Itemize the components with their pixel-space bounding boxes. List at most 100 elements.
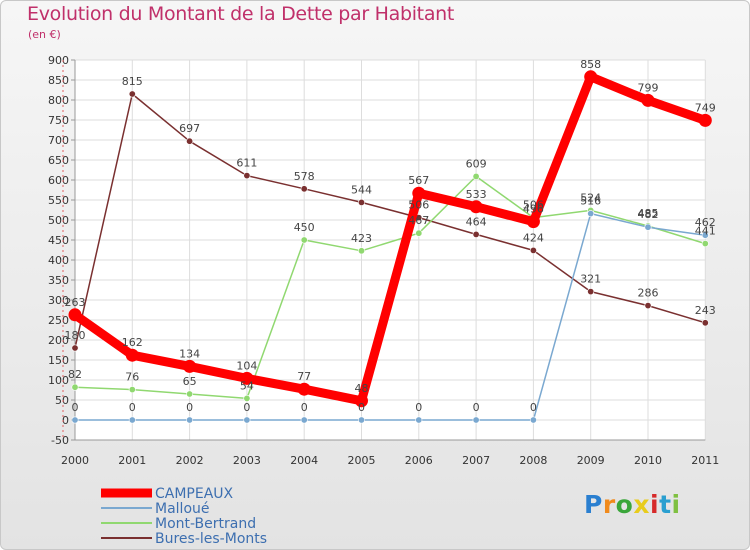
data-label-mallou-: 0 <box>358 401 365 414</box>
series-line-bures-les-monts <box>74 93 707 349</box>
x-tick-label: 2001 <box>118 454 146 467</box>
point-mallou- <box>357 416 365 424</box>
data-label-campeaux: 567 <box>408 174 429 187</box>
data-label-bures-les-monts: 815 <box>122 75 143 88</box>
data-label-campeaux: 799 <box>638 81 659 94</box>
logo-letter: r <box>602 490 616 519</box>
point-campeaux <box>125 348 139 362</box>
data-label-mont-bertrand: 54 <box>240 379 254 392</box>
point-campeaux <box>68 308 82 322</box>
y-tick-label: 650 <box>48 154 69 167</box>
x-tick-label: 2004 <box>290 454 318 467</box>
legend-label: CAMPEAUX <box>155 486 234 502</box>
y-tick-label: 50 <box>55 394 69 407</box>
point-mallou- <box>300 416 308 424</box>
point-mont-bertrand <box>243 394 251 402</box>
y-tick-label: 300 <box>48 294 69 307</box>
point-mallou- <box>128 416 136 424</box>
data-label-campeaux: 104 <box>236 359 257 372</box>
point-campeaux <box>183 359 197 373</box>
data-labels: 180 815 697 611 578 544 506 464 424 321 286 243 82 76… <box>65 58 716 414</box>
point-bures-les-monts <box>357 198 365 206</box>
point-mont-bertrand <box>472 172 480 180</box>
proxiti-logo: Proxiti <box>584 490 681 519</box>
y-tick-label: 700 <box>48 134 69 147</box>
data-label-campeaux: 263 <box>65 296 86 309</box>
x-tick-label: 2000 <box>61 454 89 467</box>
point-campeaux <box>297 382 311 396</box>
data-label-mont-bertrand: 485 <box>638 207 659 220</box>
data-label-mallou-: 0 <box>72 401 79 414</box>
logo-letter: x <box>633 490 650 519</box>
data-label-bures-les-monts: 321 <box>580 273 601 286</box>
data-label-mallou-: 0 <box>186 401 193 414</box>
point-mont-bertrand <box>300 236 308 244</box>
legend-label: Mont-Bertrand <box>155 516 256 532</box>
point-bures-les-monts <box>71 344 79 352</box>
data-label-campeaux: 496 <box>523 203 544 216</box>
x-tick-label: 2006 <box>405 454 433 467</box>
data-label-bures-les-monts: 544 <box>351 183 372 196</box>
y-tick-label: 550 <box>48 194 69 207</box>
data-label-campeaux: 533 <box>466 188 487 201</box>
point-bures-les-monts <box>472 230 480 238</box>
data-label-bures-les-monts: 424 <box>523 231 544 244</box>
data-label-campeaux: 749 <box>695 101 716 114</box>
point-campeaux <box>526 215 540 229</box>
data-label-mont-bertrand: 441 <box>695 225 716 238</box>
y-tick-label: -50 <box>51 434 69 447</box>
data-label-campeaux: 77 <box>297 370 311 383</box>
legend: CAMPEAUXMallouéMont-BertrandBures-les-Mo… <box>101 486 267 547</box>
point-bures-les-monts <box>300 185 308 193</box>
y-tick-label: 350 <box>48 274 69 287</box>
x-tick-label: 2010 <box>634 454 662 467</box>
chart-title: Evolution du Montant de la Dette par Hab… <box>27 3 455 25</box>
point-bures-les-monts <box>186 137 194 145</box>
data-label-mont-bertrand: 65 <box>183 375 197 388</box>
logo-letter: P <box>584 490 603 519</box>
data-label-mallou-: 0 <box>473 401 480 414</box>
data-label-mallou-: 0 <box>129 401 136 414</box>
data-label-mallou-: 462 <box>695 216 716 229</box>
chart-unit: (en €) <box>28 28 61 41</box>
data-label-mont-bertrand: 524 <box>580 191 601 204</box>
point-campeaux <box>355 394 368 408</box>
data-label-campeaux: 134 <box>179 347 200 360</box>
point-mallou- <box>472 416 480 424</box>
data-label-mont-bertrand: 76 <box>125 371 139 384</box>
point-bures-les-monts <box>529 246 537 254</box>
point-mallou- <box>71 416 79 424</box>
series-line-campeaux <box>70 72 710 406</box>
data-label-mont-bertrand: 82 <box>68 368 82 381</box>
data-label-bures-les-monts: 243 <box>695 304 716 317</box>
point-mont-bertrand <box>71 383 79 391</box>
point-mont-bertrand <box>701 240 709 248</box>
y-tick-label: 600 <box>48 174 69 187</box>
point-bures-les-monts <box>243 172 251 180</box>
point-mallou- <box>587 210 595 218</box>
point-mont-bertrand <box>357 247 365 255</box>
logo-letter: o <box>615 490 634 519</box>
x-tick-label: 2009 <box>577 454 605 467</box>
point-bures-les-monts <box>644 302 652 310</box>
data-label-campeaux: 858 <box>580 58 601 71</box>
point-mallou- <box>701 231 709 239</box>
point-mont-bertrand <box>128 386 136 394</box>
x-tick-label: 2007 <box>462 454 490 467</box>
data-label-bures-les-monts: 697 <box>179 122 200 135</box>
point-mont-bertrand <box>415 229 423 237</box>
legend-label: Bures-les-Monts <box>155 531 267 547</box>
y-tick-label: 150 <box>48 354 69 367</box>
point-mallou- <box>243 416 251 424</box>
point-campeaux <box>584 70 598 84</box>
y-tick-label: 900 <box>48 54 69 67</box>
data-label-mallou-: 0 <box>301 401 308 414</box>
point-mont-bertrand <box>186 390 194 398</box>
logo-letter: i <box>650 490 660 519</box>
point-campeaux <box>240 371 254 385</box>
data-label-mallou-: 0 <box>530 401 537 414</box>
x-tick-label: 2011 <box>691 454 719 467</box>
data-label-mont-bertrand: 450 <box>294 221 315 234</box>
y-tick-label: 500 <box>48 214 69 227</box>
data-label-mallou-: 516 <box>580 195 601 208</box>
